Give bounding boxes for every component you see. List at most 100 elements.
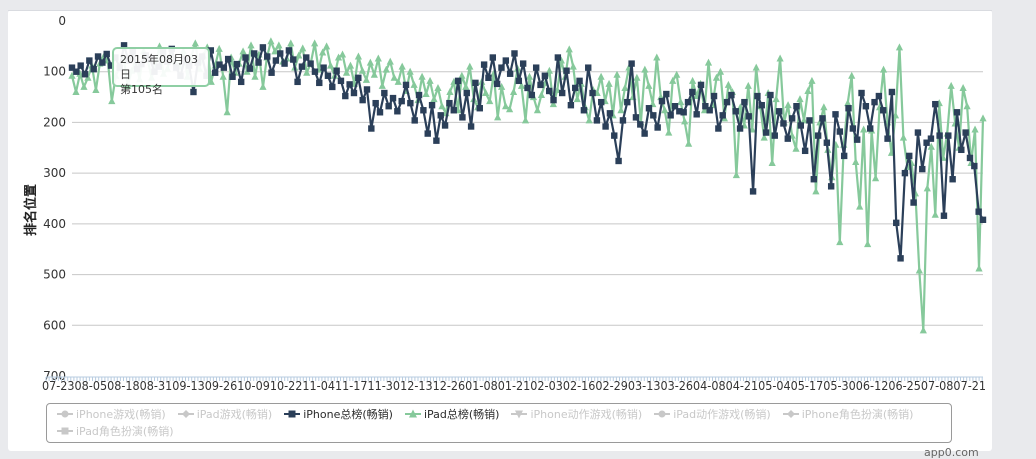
data-point	[316, 79, 323, 87]
data-point	[216, 61, 223, 68]
legend-item[interactable]: iPhone动作游戏(畅销)	[511, 406, 642, 423]
data-point	[827, 183, 835, 190]
data-point	[945, 132, 952, 139]
data-point	[223, 108, 231, 116]
data-point	[359, 96, 366, 104]
data-point	[858, 89, 865, 97]
data-point	[418, 72, 426, 80]
chart-tooltip: 2015年08月03日 第105名	[112, 47, 210, 96]
data-point	[77, 62, 84, 69]
data-point	[853, 136, 861, 143]
data-point	[350, 89, 358, 97]
data-point	[73, 68, 80, 75]
data-point	[689, 88, 696, 96]
data-point	[509, 88, 518, 95]
data-point	[323, 42, 331, 50]
legend-item[interactable]: iPhone角色扮演(畅销)	[782, 406, 913, 423]
legend-item[interactable]: iPad总榜(畅销)	[404, 406, 499, 423]
legend-item[interactable]: iPhone总榜(畅销)	[284, 406, 393, 423]
data-point	[745, 113, 752, 120]
data-point	[502, 57, 510, 64]
y-tick-label: 300	[43, 166, 66, 180]
data-point	[363, 86, 371, 93]
data-point	[702, 103, 709, 110]
data-point	[467, 123, 475, 130]
legend-symbol-icon	[511, 407, 528, 419]
legend-item[interactable]: iPad游戏(畅销)	[177, 406, 272, 423]
data-point	[706, 107, 713, 114]
data-point	[621, 83, 629, 91]
data-point	[906, 152, 913, 160]
data-point	[645, 81, 653, 89]
watermark-text: app0.com	[924, 446, 979, 459]
data-point	[255, 59, 262, 66]
data-point	[663, 90, 670, 98]
data-point	[92, 85, 100, 93]
data-point	[808, 76, 816, 84]
data-point	[667, 112, 674, 119]
data-point	[645, 105, 653, 112]
legend-item[interactable]: iPhone游戏(畅销)	[57, 406, 166, 423]
data-point	[303, 54, 310, 61]
data-point	[517, 81, 526, 89]
data-point	[800, 116, 808, 124]
y-tick-label: 500	[43, 268, 66, 282]
data-point	[489, 54, 496, 61]
data-point	[267, 37, 275, 45]
data-point	[374, 54, 382, 62]
legend-label: iPhone游戏(畅销)	[76, 408, 166, 421]
data-point	[381, 89, 388, 97]
legend-symbol-icon	[177, 407, 194, 418]
data-point	[923, 139, 930, 146]
data-point	[658, 97, 666, 105]
data-point	[354, 52, 363, 60]
data-point	[329, 83, 336, 91]
data-point	[923, 184, 931, 192]
data-point	[437, 112, 444, 119]
data-point	[466, 62, 474, 70]
data-point	[919, 165, 926, 173]
data-point	[572, 84, 579, 92]
y-axis-label: 排名位置	[23, 184, 39, 236]
data-point	[871, 174, 880, 182]
data-point	[728, 91, 735, 99]
data-point	[962, 129, 969, 136]
data-point	[723, 98, 731, 106]
data-point	[537, 91, 546, 99]
data-point	[806, 117, 813, 124]
data-point	[767, 91, 774, 99]
data-point	[326, 61, 335, 69]
data-point	[919, 326, 927, 334]
legend-item[interactable]: iPad动作游戏(畅销)	[654, 406, 771, 423]
data-point	[480, 61, 488, 68]
data-point	[637, 121, 644, 128]
data-point	[358, 66, 367, 74]
data-point	[458, 71, 466, 79]
data-point	[502, 102, 510, 110]
data-point	[370, 70, 378, 78]
data-point	[844, 99, 852, 107]
data-point	[893, 219, 900, 227]
data-point	[565, 45, 573, 53]
data-point	[953, 109, 961, 116]
data-point	[459, 114, 466, 121]
data-point	[947, 81, 955, 89]
chart-card: 0 100 200 300 400 500 600 700 排名位置 07-2308-0508…	[8, 10, 992, 459]
data-point	[366, 58, 374, 66]
data-point	[724, 80, 732, 88]
data-point	[585, 116, 593, 124]
data-point	[398, 62, 406, 70]
data-point	[511, 50, 518, 57]
data-point	[422, 90, 430, 98]
data-point	[796, 95, 804, 103]
data-point	[237, 78, 245, 86]
data-point	[272, 57, 280, 64]
data-point	[641, 65, 649, 73]
data-point	[338, 50, 347, 58]
legend-item[interactable]: iPad角色扮演(畅销)	[57, 423, 174, 440]
data-point	[454, 77, 462, 85]
data-point	[940, 212, 948, 219]
data-point	[910, 199, 917, 206]
data-point	[532, 64, 540, 71]
